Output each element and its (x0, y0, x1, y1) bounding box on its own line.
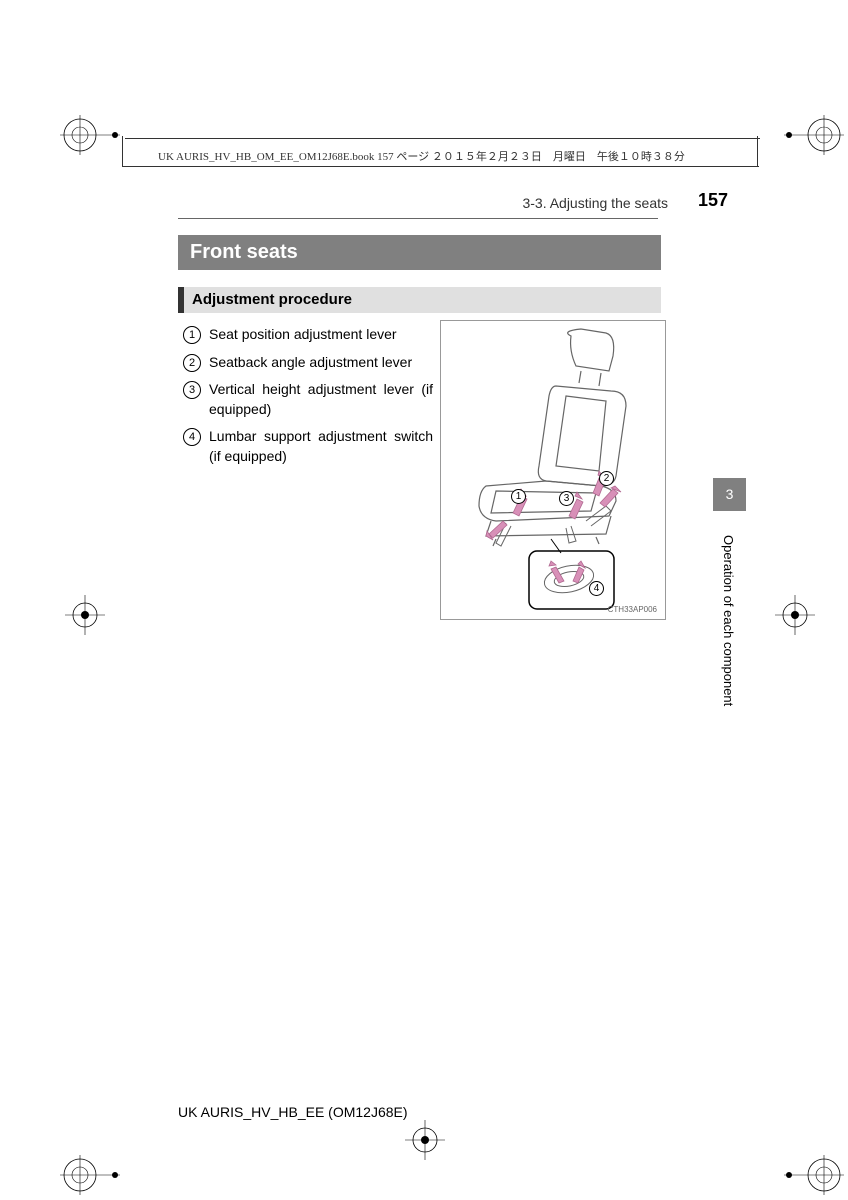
list-item-label: Lumbar support adjustment switch (if equ… (209, 427, 433, 466)
crop-mark-tr (784, 115, 824, 155)
header-metadata: UK AURIS_HV_HB_OM_EE_OM12J68E.book 157 ペ… (158, 148, 685, 164)
page-divider (178, 218, 658, 219)
crop-mark-br (784, 1135, 824, 1175)
list-item-label: Vertical height adjustment lever (if equ… (209, 380, 433, 419)
list-item: 3 Vertical height adjustment lever (if e… (183, 380, 433, 419)
list-number-icon: 2 (183, 354, 201, 372)
list-item: 4 Lumbar support adjustment switch (if e… (183, 427, 433, 466)
crop-mark-right (770, 590, 820, 645)
list-number-icon: 1 (183, 326, 201, 344)
list-number-icon: 3 (183, 381, 201, 399)
chapter-label: Operation of each component (721, 535, 736, 706)
list-item-label: Seatback angle adjustment lever (209, 353, 433, 373)
list-number-icon: 4 (183, 428, 201, 446)
header-line (125, 138, 760, 139)
crop-mark-bl (60, 1135, 100, 1175)
callout-2-icon: 2 (599, 471, 614, 486)
page-title: Front seats (178, 235, 661, 270)
callout-4-icon: 4 (589, 581, 604, 596)
crop-mark-left (60, 590, 110, 645)
footer-text: UK AURIS_HV_HB_EE (OM12J68E) (178, 1104, 408, 1120)
crop-mark-tl (60, 115, 100, 155)
section-subtitle: Adjustment procedure (178, 287, 661, 313)
list-item: 2 Seatback angle adjustment lever (183, 353, 433, 373)
seat-diagram: 1 2 3 4 CTH33AP006 (440, 320, 666, 620)
callout-3-icon: 3 (559, 491, 574, 506)
list-item-label: Seat position adjustment lever (209, 325, 433, 345)
diagram-code: CTH33AP006 (608, 605, 657, 614)
crop-mark-bottom-center (400, 1115, 450, 1170)
page-number: 157 (698, 190, 728, 211)
callout-1-icon: 1 (511, 489, 526, 504)
list-item: 1 Seat position adjustment lever (183, 325, 433, 345)
chapter-tab: 3 (713, 478, 746, 511)
procedure-list: 1 Seat position adjustment lever 2 Seatb… (183, 325, 433, 475)
section-label: 3-3. Adjusting the seats (522, 195, 668, 211)
